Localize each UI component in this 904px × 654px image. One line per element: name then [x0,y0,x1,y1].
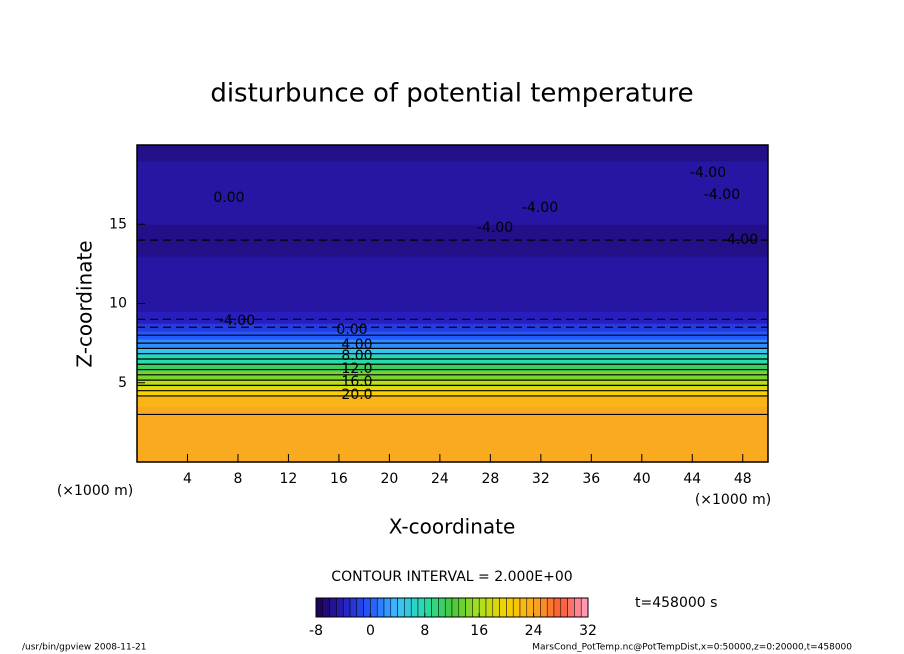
field-band [137,454,768,463]
colorbar-cell [458,597,466,618]
colorbar-cell [478,597,487,618]
colorbar-cell [342,597,351,618]
x-tick-label: 24 [431,471,449,487]
colorbar-cell [444,597,453,618]
time-label: t=458000 s [635,595,717,611]
x-unit-label: (×1000 m) [695,492,771,508]
colorbar-cell [492,597,500,618]
field-band [137,438,768,455]
colorbar-cell [383,597,392,618]
colorbar-tick-label: 0 [366,623,375,639]
colorbar-cell [431,597,439,618]
colorbar-cell [404,597,412,618]
colorbar-cell [519,597,528,618]
colorbar-cell [410,597,419,618]
colorbar-cell [349,597,358,618]
field-band [137,192,768,225]
x-tick-label: 28 [481,471,499,487]
colorbar-cell [533,597,541,618]
x-tick-label: 44 [683,471,701,487]
colorbar-cell [363,597,371,618]
y-axis-label: Z-coordinate [73,240,97,367]
contour-label: -4.00 [477,220,513,236]
colorbar-cell [322,597,330,618]
y-tick-label: 15 [109,216,127,232]
field-band [137,255,768,289]
colorbar-cell [390,597,398,618]
x-tick-label: 40 [633,471,651,487]
colorbar-cell [424,597,432,618]
colorbar-cell [506,597,514,618]
colorbar-cell [567,597,575,618]
colorbar-cell [397,597,405,618]
contour-label: -4.00 [704,187,740,203]
field-band [137,311,768,324]
footer-left: /usr/bin/gpview 2008-11-21 [22,643,146,653]
field-band [137,287,768,312]
contour-label: 4.00 [341,337,372,353]
x-tick-label: 8 [233,471,242,487]
contour-label: -4.00 [522,200,558,216]
contour-label: -4.00 [722,232,758,248]
colorbar-cell [574,597,582,618]
colorbar-tick-label: 32 [579,623,597,639]
y-tick-label: 10 [109,296,127,312]
colorbar-tick-label: 16 [470,623,488,639]
colorbar-frame [315,597,589,618]
x-tick-label: 32 [532,471,550,487]
chart-title: disturbunce of potential temperature [210,79,693,109]
x-tick-label: 4 [183,471,192,487]
field-band [137,394,768,408]
field-band [137,160,768,194]
contour-label: 0.00 [336,322,367,338]
colorbar-cell [546,597,555,618]
colorbar-cell [499,597,507,618]
colorbar-cell [376,597,385,618]
colorbar-cell [512,597,521,618]
footer-right: MarsCond_PotTemp.nc@PotTempDist,x=0:5000… [532,643,852,653]
colorbar-cell [485,597,494,618]
colorbar-cell [417,597,426,618]
colorbar-cell [329,597,337,618]
contour-label: 16.0 [341,374,372,390]
colorbar-cell [526,597,534,618]
x-tick-label: 20 [380,471,398,487]
field-band [137,362,768,372]
colorbar-tick-label: 8 [420,623,429,639]
y-tick-label: 5 [118,375,127,391]
x-tick-label: 36 [582,471,600,487]
colorbar-cell [580,597,589,618]
colorbar-cell [540,597,548,618]
colorbar-cell [370,597,378,618]
colorbar-cell [451,597,460,618]
contour-interval: CONTOUR INTERVAL = 2.000E+00 [331,569,572,585]
contour-label: -4.00 [690,165,726,181]
x-tick-label: 16 [330,471,348,487]
x-axis-label: X-coordinate [389,515,516,539]
x-tick-label: 48 [734,471,752,487]
contour-label: 12.0 [341,361,372,377]
field-band [137,145,768,162]
colorbar-cell [336,597,344,618]
field-band [137,422,768,439]
colorbar-cell [560,597,568,618]
contour-label: 8.00 [341,348,372,364]
x-tick-label: 12 [280,471,298,487]
y-unit-label: (×1000 m) [57,483,133,499]
colorbar-tick-label: -8 [309,623,323,639]
colorbar-cell [553,597,562,618]
contour-label: 0.00 [213,190,244,206]
colorbar-cell [465,597,473,618]
colorbar-cell [438,597,446,618]
colorbar-tick-label: 24 [525,623,543,639]
colorbar-cell [472,597,480,618]
field-band [137,378,768,388]
contour-label: 20.0 [341,387,372,403]
colorbar-cell [315,597,324,618]
field-band [137,347,768,356]
colorbar-cell [356,597,364,618]
contour-label: -4.00 [219,313,255,329]
